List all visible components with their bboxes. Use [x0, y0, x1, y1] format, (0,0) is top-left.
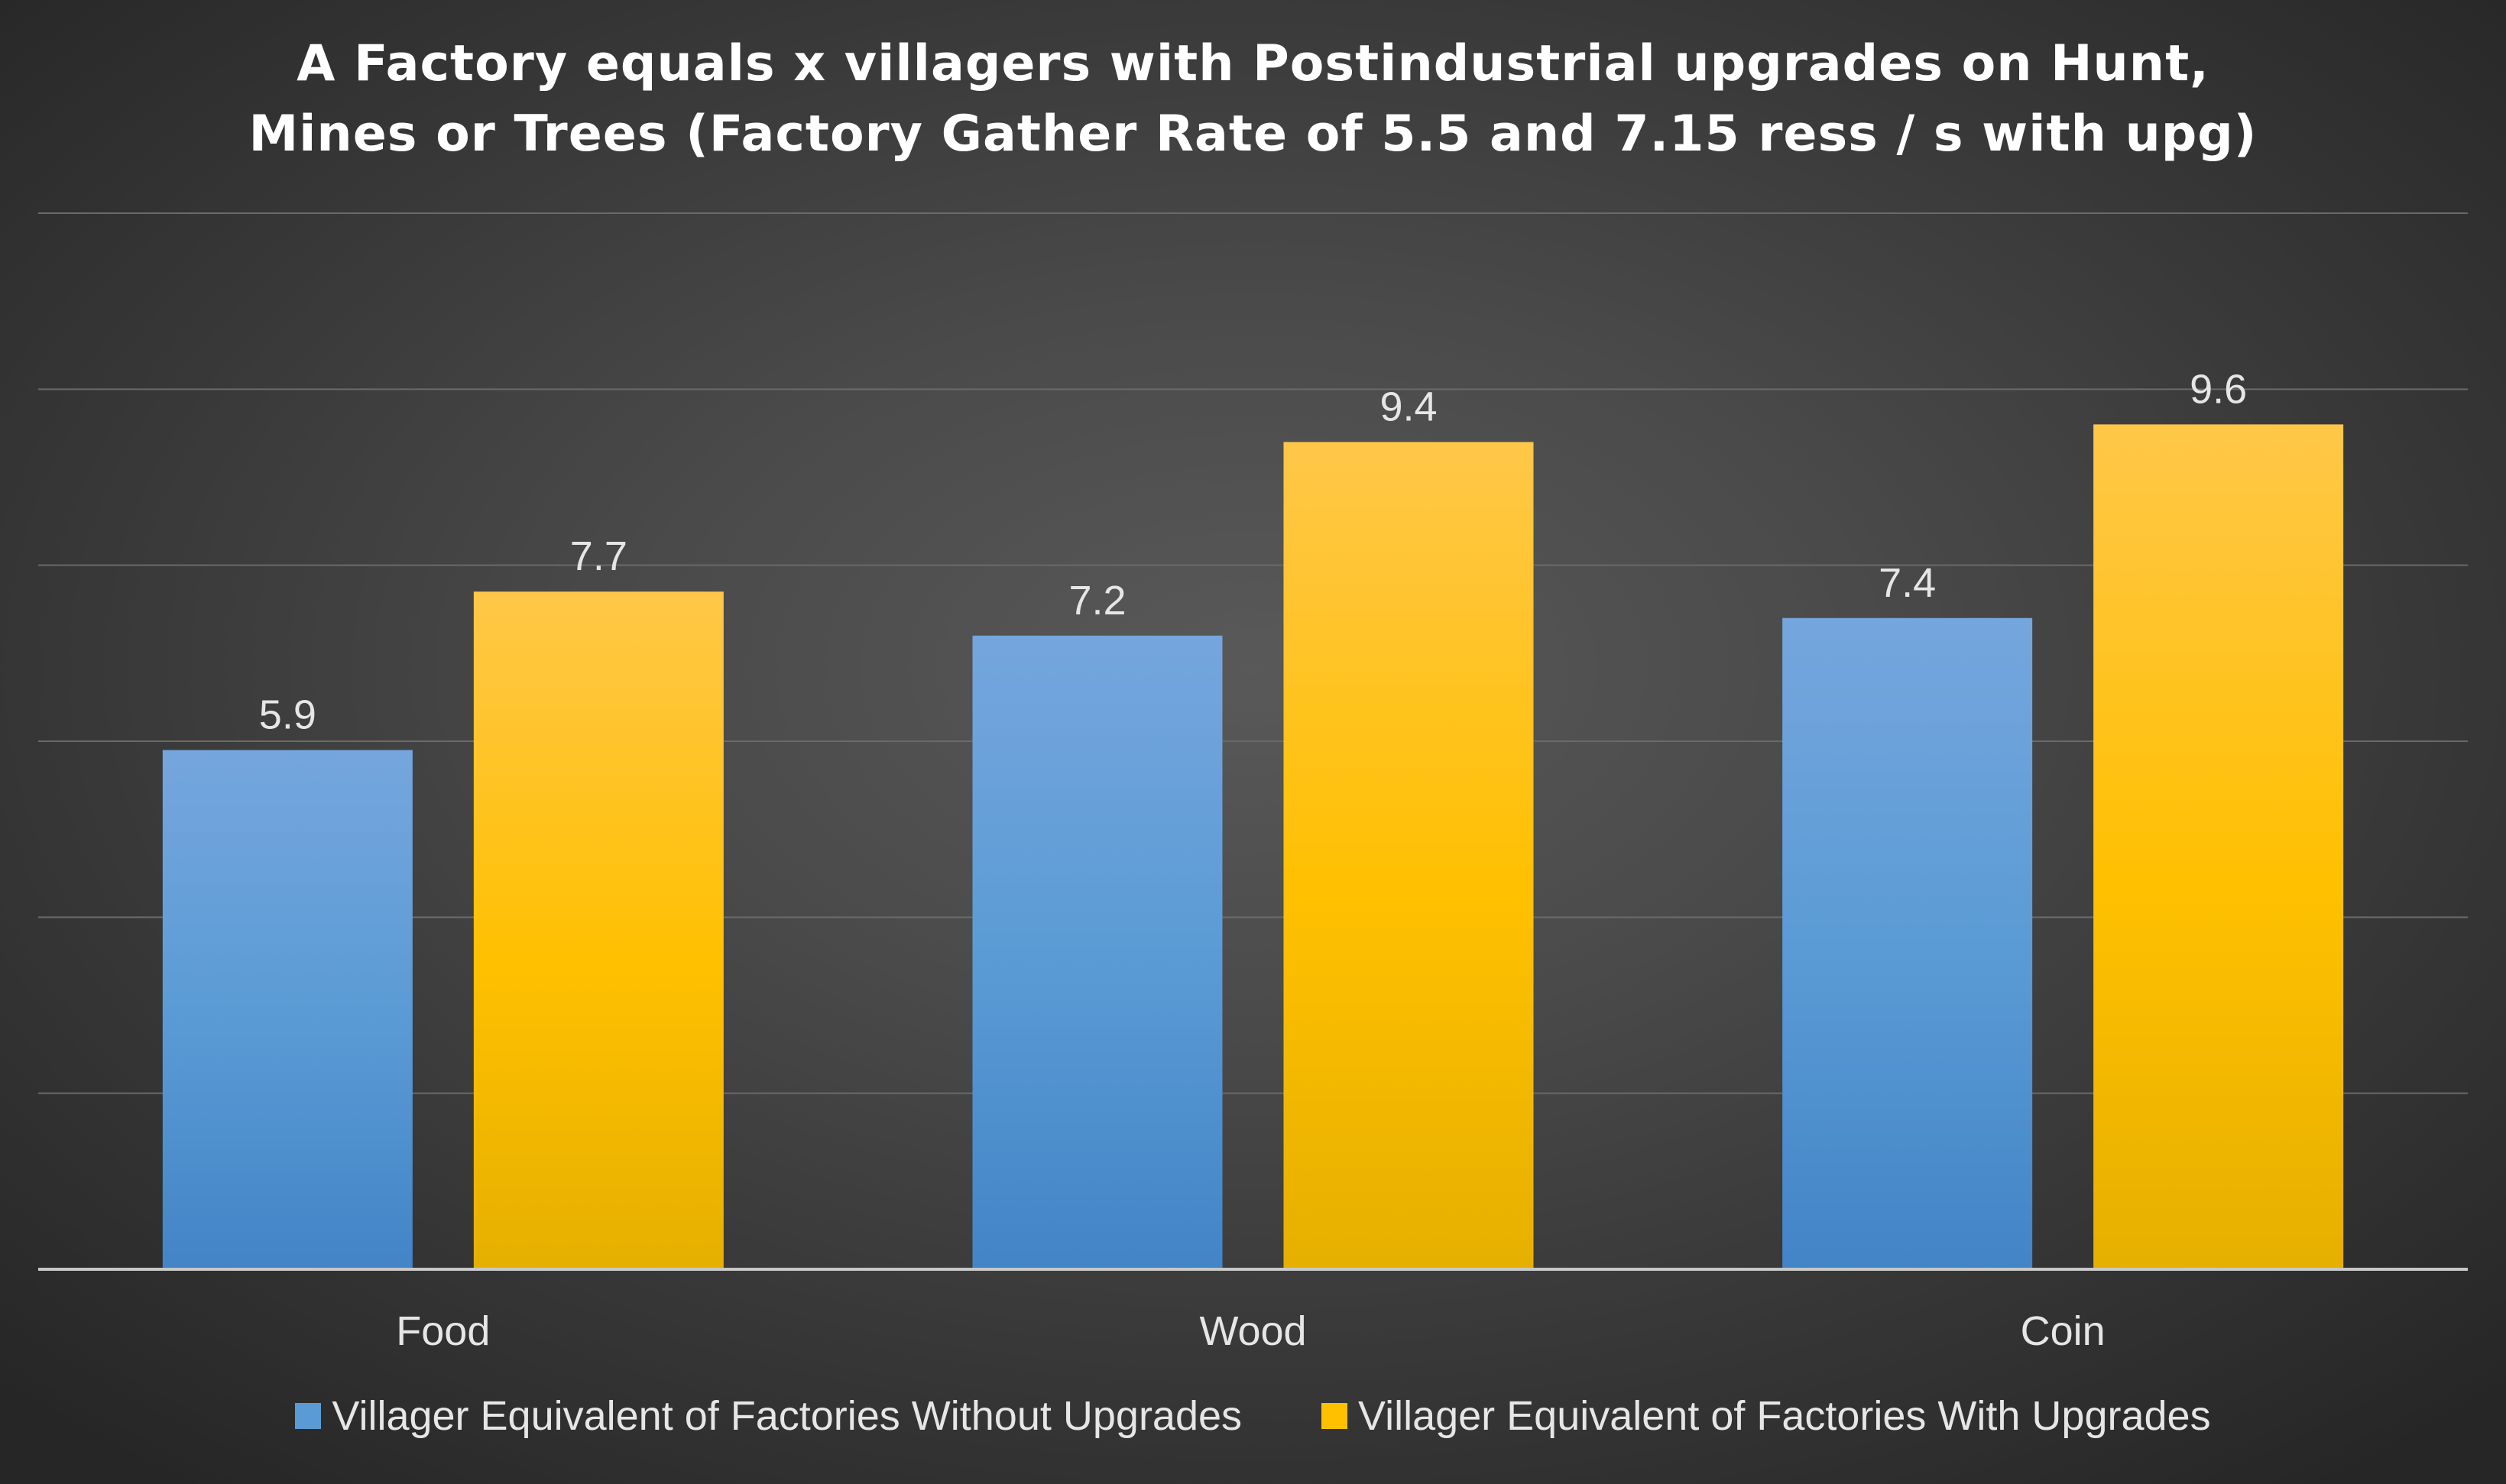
data-label: 7.7	[570, 533, 627, 579]
legend-swatch-blue	[295, 1403, 322, 1429]
legend-item-with-upgrades: Villager Equivalent of Factories With Up…	[1321, 1392, 2211, 1440]
legend-swatch-gold	[1321, 1403, 1348, 1429]
bar-wood-without-upgrades	[972, 635, 1223, 1269]
legend: Villager Equivalent of Factories Without…	[0, 1392, 2506, 1440]
x-tick-label-wood: Wood	[1199, 1308, 1306, 1354]
bar-food-without-upgrades	[162, 750, 413, 1269]
data-label: 9.6	[2190, 366, 2247, 412]
legend-item-without-upgrades: Villager Equivalent of Factories Without…	[295, 1392, 1242, 1440]
x-tick-label-food: Food	[396, 1308, 490, 1354]
bar-food-with-upgrades	[473, 591, 724, 1269]
chart-title-line-1: A Factory equals x villagers with Postin…	[297, 35, 2209, 92]
bar-wood-with-upgrades	[1283, 442, 1534, 1269]
x-tick-label-coin: Coin	[2021, 1308, 2106, 1354]
legend-label-without-upgrades: Villager Equivalent of Factories Without…	[332, 1393, 1243, 1439]
data-label: 9.4	[1379, 384, 1437, 429]
chart-title: A Factory equals x villagers with Postin…	[0, 29, 2506, 170]
data-label: 7.4	[1879, 560, 1936, 606]
data-label: 5.9	[259, 692, 316, 738]
legend-label-with-upgrades: Villager Equivalent of Factories With Up…	[1358, 1393, 2211, 1439]
bar-coin-without-upgrades	[1782, 617, 2033, 1269]
data-label: 7.2	[1068, 578, 1126, 624]
bar-coin-with-upgrades	[2093, 424, 2344, 1269]
chart-title-line-2: Mines or Trees (Factory Gather Rate of 5…	[248, 105, 2258, 163]
